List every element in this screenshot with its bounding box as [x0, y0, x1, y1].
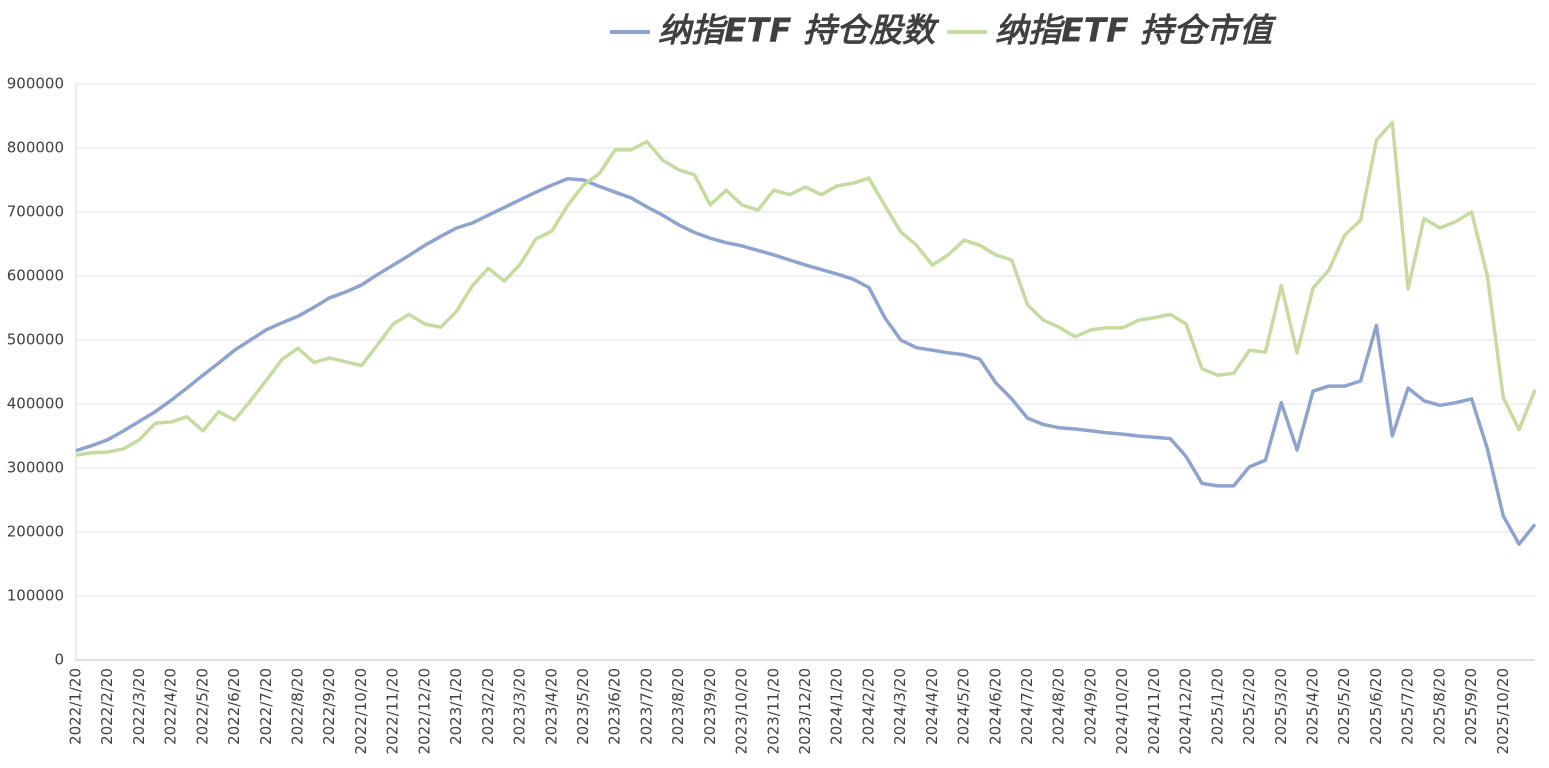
series-line	[75, 176, 1537, 546]
legend-label: 纳指ETF 持仓股数	[658, 11, 940, 50]
x-tick-label: 2025/9/20	[1462, 668, 1480, 745]
x-tick-label: 2025/2/20	[1240, 668, 1258, 745]
x-tick-label: 2022/10/20	[352, 668, 370, 754]
x-tick-label: 2024/11/20	[1145, 668, 1163, 754]
y-tick-label: 300000	[7, 459, 64, 477]
x-tick-label: 2022/6/20	[225, 668, 243, 745]
x-tick-label: 2025/4/20	[1303, 668, 1321, 745]
x-tick-label: 2023/10/20	[733, 668, 751, 754]
y-tick-label: 200000	[7, 523, 64, 541]
y-tick-label: 700000	[7, 203, 64, 221]
x-tick-label: 2025/6/20	[1367, 668, 1385, 745]
x-tick-label: 2025/5/20	[1335, 668, 1353, 745]
x-tick-label: 2024/10/20	[1113, 668, 1131, 754]
x-tick-label: 2023/12/20	[796, 668, 814, 754]
x-tick-label: 2023/2/20	[479, 668, 497, 745]
x-tick-label: 2024/5/20	[955, 668, 973, 745]
x-tick-label: 2024/8/20	[1050, 668, 1068, 745]
x-tick-label: 2023/8/20	[669, 668, 687, 745]
y-tick-label: 500000	[7, 331, 64, 349]
x-tick-label: 2022/5/20	[193, 668, 211, 745]
x-tick-label: 2024/7/20	[1018, 668, 1036, 745]
x-tick-label: 2023/6/20	[606, 668, 624, 745]
x-tick-label: 2022/9/20	[320, 668, 338, 745]
x-tick-label: 2022/2/20	[98, 668, 116, 745]
x-tick-label: 2024/9/20	[1081, 668, 1099, 745]
legend-label: 纳指ETF 持仓市值	[995, 11, 1277, 50]
x-tick-label: 2024/3/20	[891, 668, 909, 745]
x-tick-label: 2023/9/20	[701, 668, 719, 745]
x-tick-label: 2025/10/20	[1494, 668, 1512, 754]
x-tick-label: 2025/3/20	[1272, 668, 1290, 745]
x-tick-label: 2024/2/20	[859, 668, 877, 745]
x-tick-label: 2022/11/20	[384, 668, 402, 754]
y-tick-label: 0	[54, 651, 64, 669]
x-tick-label: 2025/1/20	[1208, 668, 1226, 745]
x-tick-label: 2023/3/20	[511, 668, 529, 745]
x-tick-label: 2023/4/20	[542, 668, 560, 745]
x-tick-label: 2022/12/20	[415, 668, 433, 754]
x-tick-label: 2022/4/20	[162, 668, 180, 745]
y-tick-label: 800000	[7, 139, 64, 157]
y-tick-label: 400000	[7, 395, 64, 413]
x-tick-label: 2024/4/20	[923, 668, 941, 745]
x-tick-label: 2025/7/20	[1399, 668, 1417, 745]
x-tick-label: 2024/6/20	[986, 668, 1004, 745]
x-tick-label: 2023/7/20	[637, 668, 655, 745]
x-tick-label: 2024/1/20	[828, 668, 846, 745]
x-tick-label: 2023/1/20	[447, 668, 465, 745]
x-tick-label: 2022/1/20	[67, 668, 85, 745]
y-tick-label: 900000	[7, 75, 64, 93]
x-tick-label: 2025/8/20	[1430, 668, 1448, 745]
series-line	[75, 120, 1537, 457]
x-tick-label: 2024/12/20	[1177, 668, 1195, 754]
x-tick-label: 2022/7/20	[257, 668, 275, 745]
x-tick-label: 2023/5/20	[574, 668, 592, 745]
y-tick-label: 100000	[7, 587, 64, 605]
x-tick-label: 2022/8/20	[289, 668, 307, 745]
x-tick-label: 2023/11/20	[764, 668, 782, 754]
y-tick-label: 600000	[7, 267, 64, 285]
x-tick-label: 2022/3/20	[130, 668, 148, 745]
